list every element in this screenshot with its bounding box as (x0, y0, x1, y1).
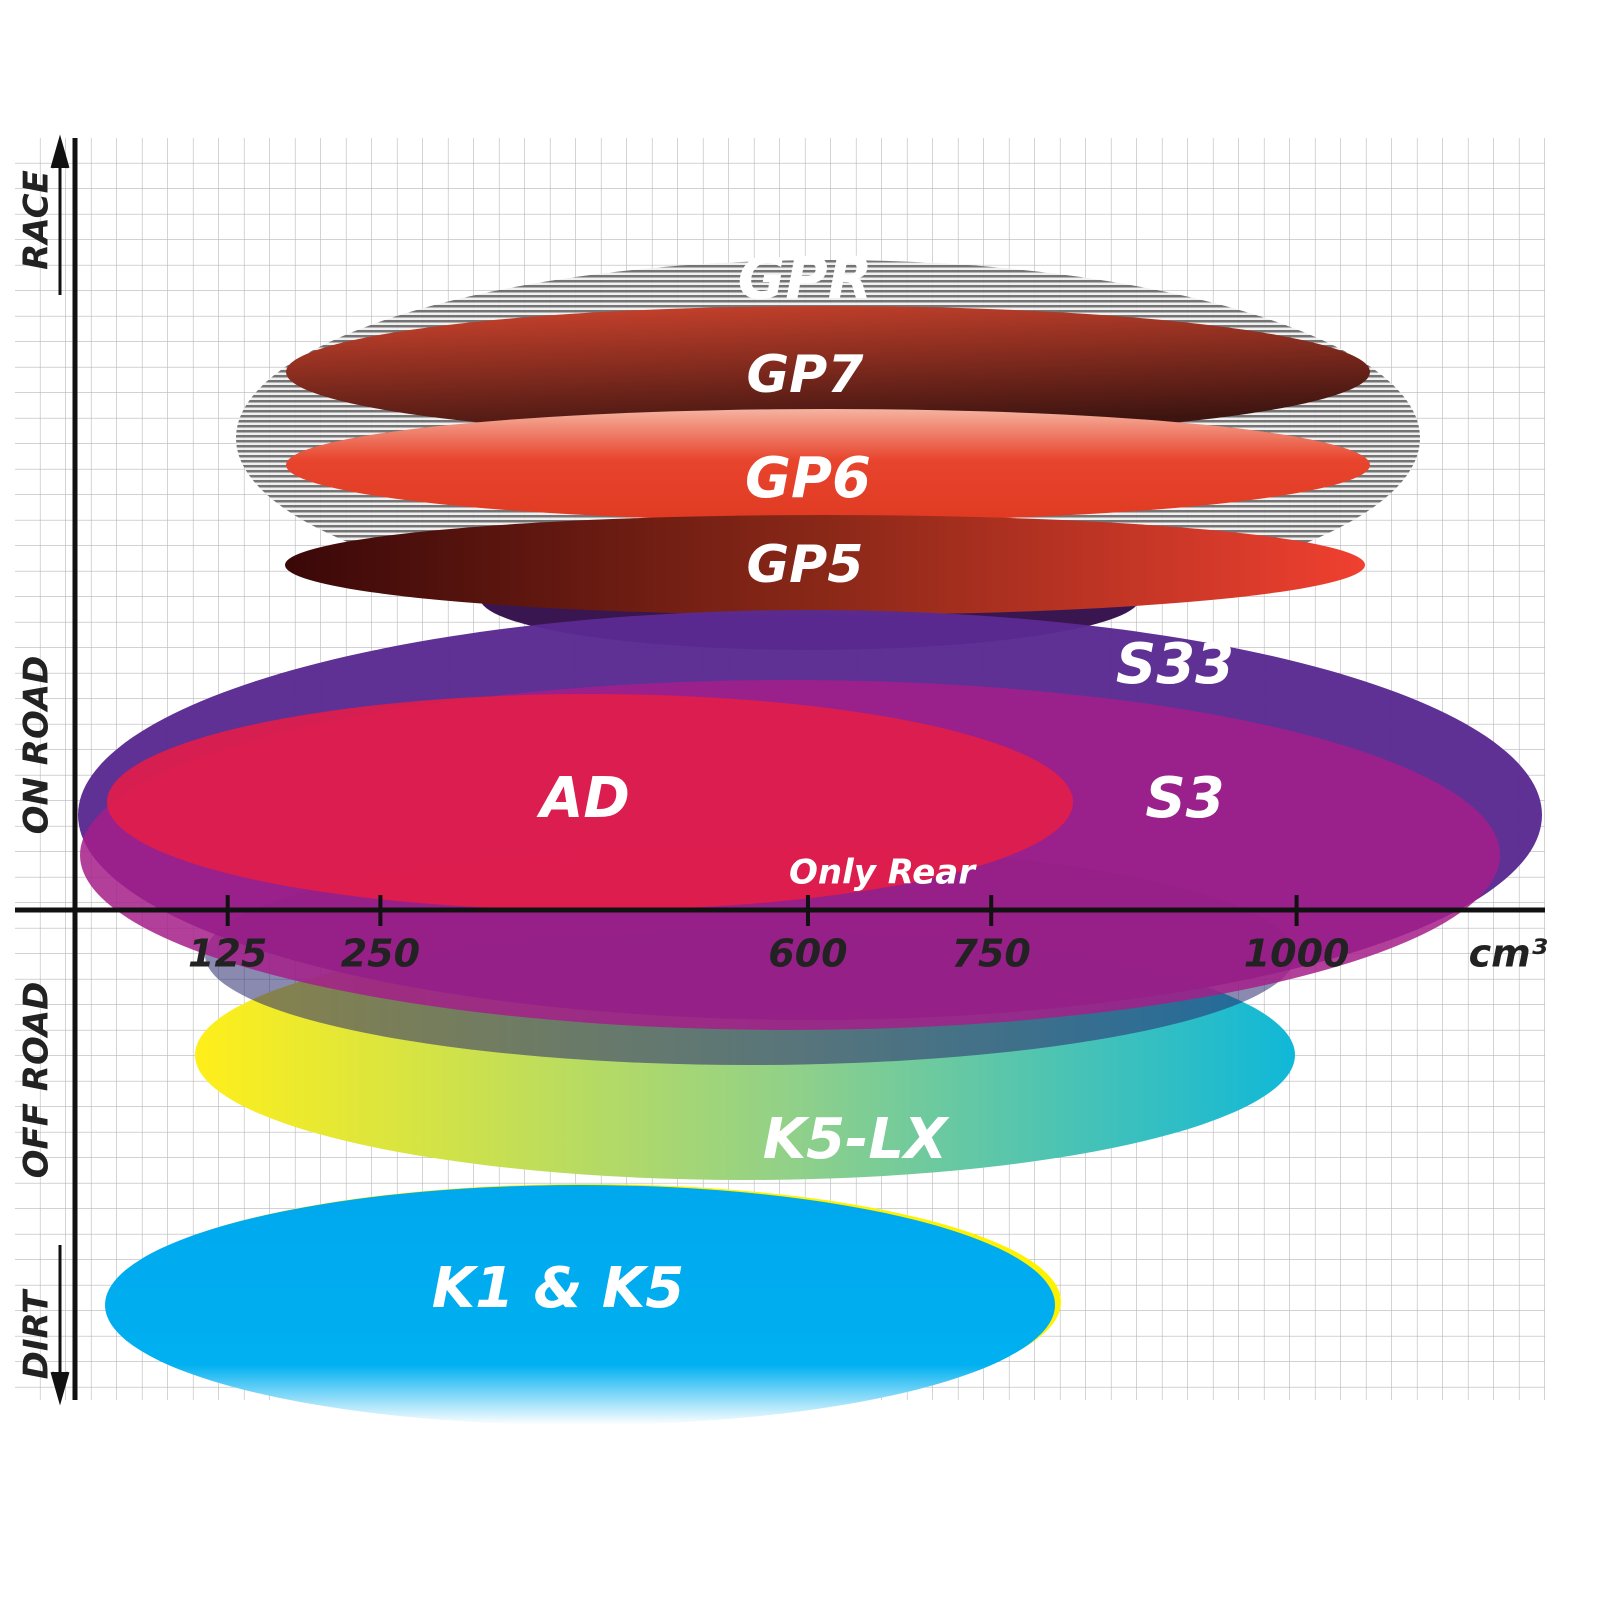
tire-zone (285, 515, 1365, 615)
tick-label: 250 (341, 932, 420, 976)
tick-label: 600 (768, 932, 847, 976)
zone-label: S3 (1145, 766, 1224, 831)
zone-label: Only Rear (789, 853, 977, 893)
ellipses (78, 260, 1542, 1425)
tire-zone (105, 1185, 1055, 1425)
zone-label: AD (536, 766, 630, 831)
y-label: DIRT (17, 1288, 57, 1380)
tire-zone (107, 694, 1073, 910)
tire-zone (286, 409, 1370, 521)
tick-label: 125 (188, 932, 267, 976)
zone-label: S33 (1116, 632, 1234, 697)
y-label: RACE (17, 170, 57, 270)
tick-label: 750 (952, 932, 1031, 976)
labels: GPR GP7 GP6 GP5 K5-LX S33 S3 AD Only Rear K1 & K5… (17, 170, 1548, 1379)
zone-label: GPR (738, 244, 873, 312)
zone-label: K5-LX (763, 1107, 950, 1172)
zone-label: GP5 (747, 535, 864, 595)
dirt-arrow (50, 1245, 70, 1406)
tick-label: 1000 (1244, 932, 1350, 976)
zone-label: GP7 (747, 345, 865, 405)
zone-label: GP6 (745, 446, 871, 511)
y-label: ON ROAD (17, 656, 57, 835)
tire-zone (286, 306, 1370, 438)
race-arrow (50, 134, 70, 295)
x-unit: cm³ (1469, 932, 1548, 976)
y-label: OFF ROAD (17, 982, 57, 1179)
zone-label: K1 & K5 (432, 1256, 685, 1321)
